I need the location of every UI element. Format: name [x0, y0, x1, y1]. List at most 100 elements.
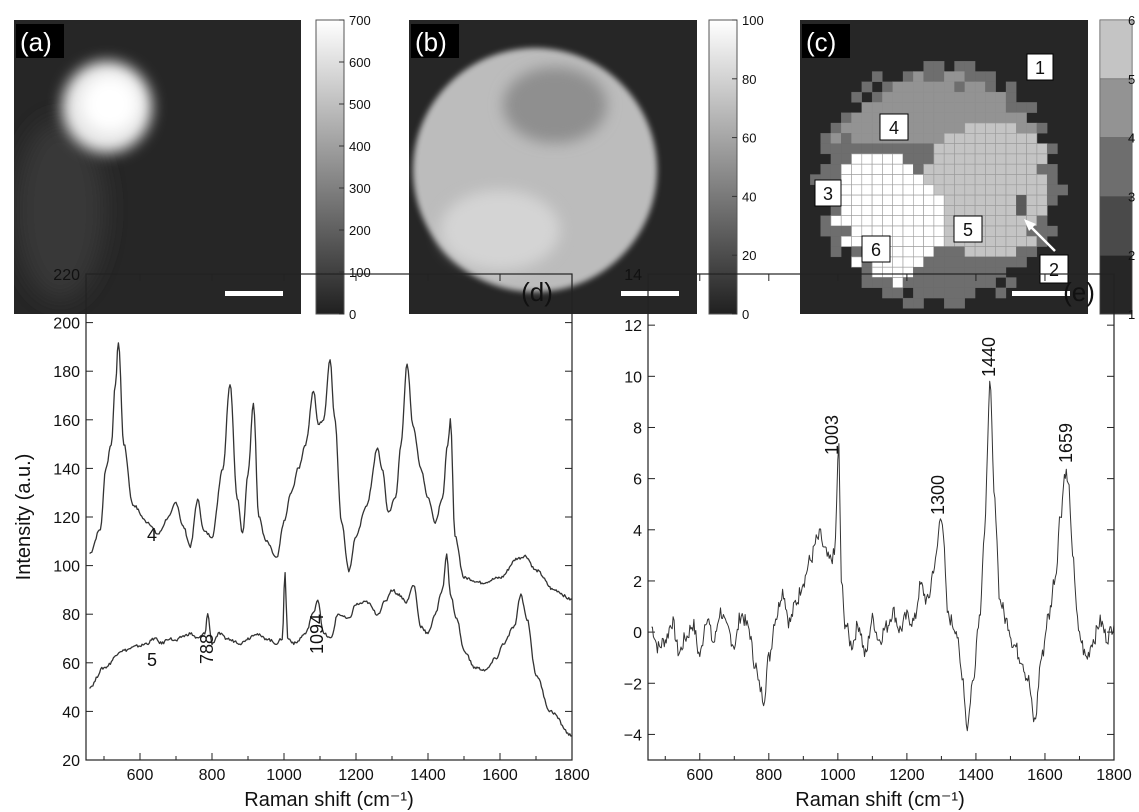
panel-c-label: (c) [806, 27, 836, 57]
cluster-pixel-3 [1047, 225, 1058, 237]
cluster-pixel-3 [871, 277, 883, 288]
cluster-pixel-3 [913, 267, 924, 278]
cluster-label-4: 4 [889, 118, 899, 138]
cluster-pixel-6 [840, 205, 852, 216]
cluster-pixel-3 [964, 277, 976, 288]
cluster-pixel-4 [944, 71, 955, 82]
panel-a-label: (a) [20, 27, 52, 57]
cluster-pixel-5 [964, 133, 976, 144]
cluster-pixel-5 [985, 133, 997, 144]
cluster-pixel-4 [913, 71, 924, 82]
cluster-pixel-6 [840, 174, 852, 186]
cluster-pixel-4 [861, 133, 873, 144]
panel-b: (b) 0 20 40 60 80 100 [409, 13, 764, 322]
cluster-pixel-3 [902, 277, 914, 288]
panel-a-label-box [16, 24, 64, 58]
cluster-pixel-5 [1005, 153, 1017, 165]
colorbar-b-tick-label: 80 [742, 72, 756, 87]
plot-e-ytick-label: 0 [633, 625, 642, 642]
plot-d-xtick-label: 1400 [410, 767, 446, 784]
cluster-pixel-3 [923, 267, 935, 278]
plot-e-label: (e) [1063, 277, 1095, 307]
cluster-pixel-4 [1016, 122, 1027, 134]
cluster-pixel-4 [1016, 112, 1027, 124]
cluster-pixel-3 [820, 164, 832, 175]
scale-bar-b [621, 291, 679, 296]
cluster-pixel-5 [995, 143, 1007, 155]
cluster-pixel-5 [1015, 143, 1027, 155]
colorbar-c-tick-label: 4 [1128, 131, 1135, 146]
cluster-pixel-5 [1005, 246, 1017, 258]
cluster-pixel-4 [944, 81, 955, 93]
colorbar-a-tick-label: 100 [349, 265, 371, 280]
cluster-pixel-3 [841, 112, 852, 124]
cluster-pixel-3 [820, 143, 832, 155]
cluster-pixel-5 [1026, 236, 1038, 247]
cluster-pixel-3 [830, 225, 842, 237]
colorbar-b-ticks: 0 20 40 60 80 100 [732, 13, 764, 322]
cluster-pixel-4 [933, 81, 945, 93]
cluster-pixel-4 [861, 122, 873, 134]
cluster-pixel-6 [861, 194, 873, 206]
cluster-pixel-5 [1015, 225, 1027, 237]
cluster-pixel-6 [912, 246, 924, 258]
colorbar-a-tick-label: 600 [349, 55, 371, 70]
cluster-pixel-6 [933, 215, 945, 227]
cluster-pixel-3 [913, 297, 924, 309]
cluster-pixel-6 [851, 163, 863, 175]
cluster-pixel-6 [871, 266, 883, 278]
cluster-pixel-4 [964, 91, 976, 103]
cluster-pixel-5 [933, 143, 945, 155]
cluster-pixel-3 [933, 256, 945, 268]
cluster-pixel-5 [943, 184, 955, 196]
cluster-pixel-6 [871, 153, 883, 165]
plot-e-series-1 [651, 380, 1114, 732]
cluster-pixel-4 [995, 91, 1007, 103]
cluster-pixel-6 [851, 184, 863, 196]
cluster-pixel-3 [861, 143, 873, 155]
cluster-pixel-6 [871, 163, 883, 175]
cluster-pixel-5 [954, 153, 966, 165]
cluster-pixel-5 [954, 194, 966, 206]
cluster-pixel-3 [830, 164, 842, 175]
cluster-pixel-4 [913, 102, 924, 113]
cluster-pixel-3 [902, 153, 914, 165]
cluster-pixel-5 [985, 174, 997, 186]
cluster-pixel-6 [861, 215, 873, 227]
panel-e: 600 800 1000 1200 1400 1600 1800−4−20246810121… [624, 267, 1132, 811]
cluster-pixel-4 [892, 81, 904, 93]
cluster-pixel-6 [902, 194, 914, 206]
cluster-pixel-3 [954, 246, 965, 258]
colorbar-b-tick-label: 20 [742, 248, 756, 263]
cluster-pixel-6 [861, 225, 873, 237]
cluster-pixel-3 [964, 61, 976, 72]
cluster-pixel-3 [902, 71, 914, 82]
cluster-pixel-3 [923, 61, 935, 72]
cluster-pixel-5 [995, 215, 1007, 227]
cluster-pixel-6 [882, 163, 894, 175]
cluster-pixel-6 [892, 174, 904, 186]
cluster-pixel-5 [964, 205, 976, 216]
cluster-pixel-5 [943, 225, 955, 237]
cluster-pixel-6 [882, 266, 894, 278]
cluster-pixel-6 [861, 174, 873, 186]
panel-a-faint-cell [15, 120, 105, 300]
cluster-label-1-box [1026, 53, 1054, 81]
cluster-pixel-3 [902, 297, 914, 309]
cluster-pixel-3 [841, 225, 852, 237]
cluster-pixel-4 [954, 91, 965, 103]
cluster-pixel-4 [974, 81, 986, 93]
colorbar-c-tick-label: 6 [1128, 13, 1135, 28]
cluster-pixel-3 [1016, 102, 1027, 113]
cluster-pixel-3 [1005, 91, 1017, 103]
cluster-pixel-3 [995, 256, 1007, 268]
cluster-pixel-6 [902, 215, 914, 227]
cluster-pixel-3 [882, 143, 893, 155]
cluster-pixel-5 [1036, 194, 1048, 206]
colorbar-c-segment [1099, 254, 1133, 315]
plot-d-ytick-label: 180 [53, 364, 80, 381]
cluster-pixel-5 [1005, 215, 1017, 227]
cluster-pixel-4 [913, 81, 924, 93]
cluster-pixel-6 [861, 163, 873, 175]
